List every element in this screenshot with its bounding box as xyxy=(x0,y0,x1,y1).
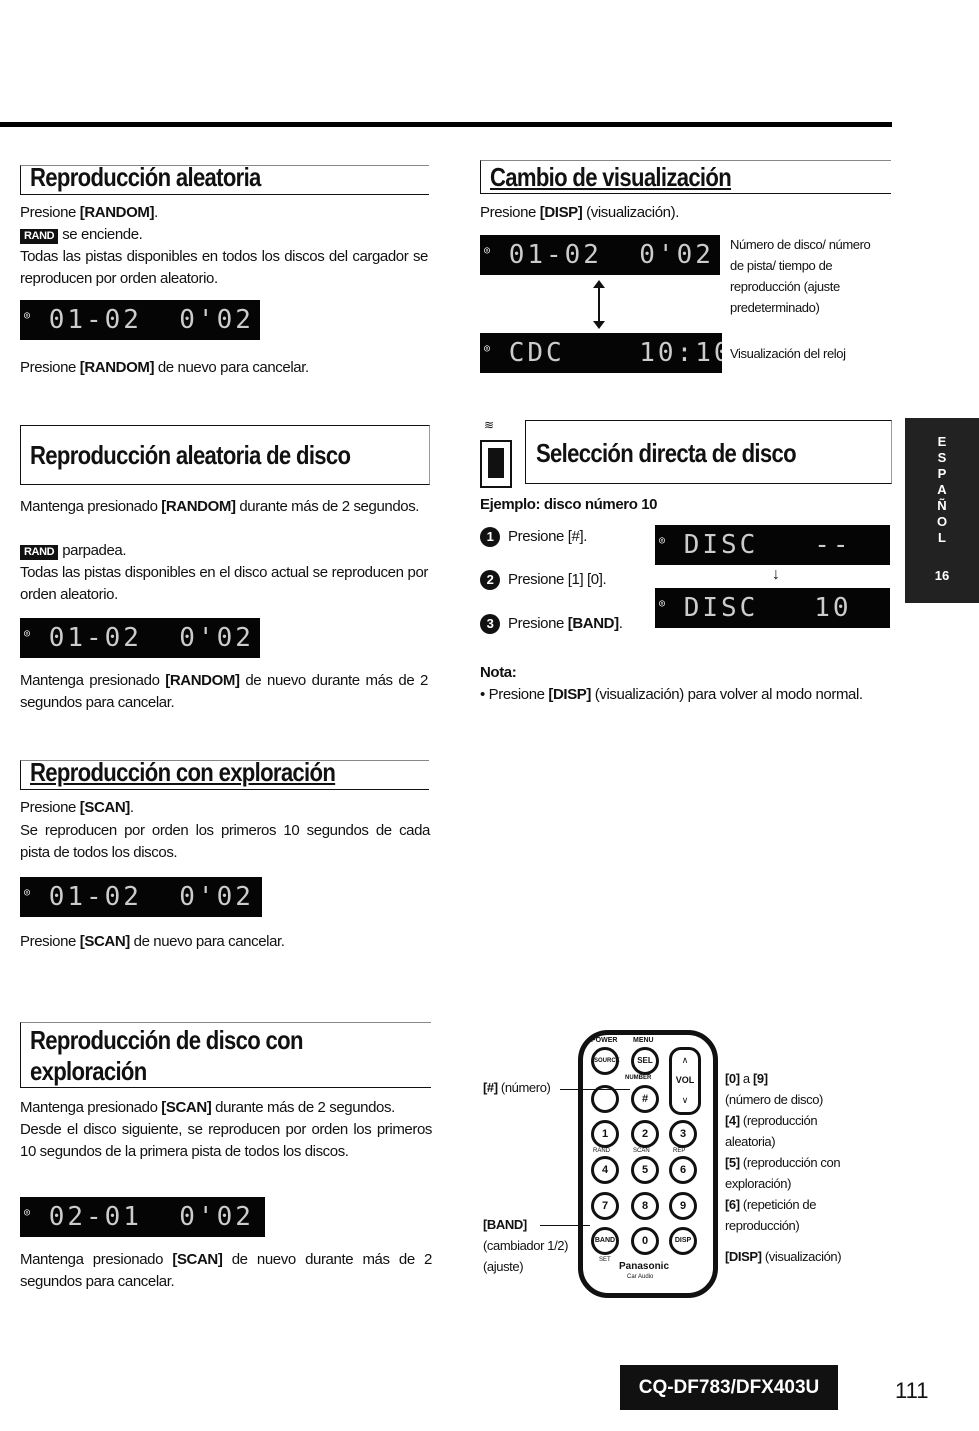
text: Mantenga presionado [RANDOM] de nuevo du… xyxy=(20,672,428,711)
number-label: NUMBER xyxy=(625,1075,652,1081)
digit-5-button[interactable]: 5 xyxy=(631,1156,659,1184)
section-frame xyxy=(20,425,430,485)
down-arrow-icon: ↓ xyxy=(772,566,780,583)
page-number: 111 xyxy=(895,1378,929,1403)
digit-9-button[interactable]: 9 xyxy=(669,1192,697,1220)
volume-rocker[interactable]: ∧ VOL ∨ xyxy=(669,1047,701,1115)
step-3: 3 Presione [BAND]. xyxy=(480,613,623,635)
lcd-display: ◎ DISC -- xyxy=(655,525,890,565)
band-callout-1: (cambiador 1/2) xyxy=(483,1238,569,1253)
callout-line xyxy=(560,1089,630,1090)
lcd-display: ◎ 01-02 0'02 xyxy=(20,877,262,917)
text: Presione [RANDOM] de nuevo para cancelar… xyxy=(20,359,309,376)
section-title-display: Cambio de visualización xyxy=(490,162,732,192)
lcd-display: ◎ 01-02 0'02 xyxy=(20,618,260,658)
lcd-display: ◎ DISC 10 xyxy=(655,588,890,628)
band-callout: [BAND] xyxy=(483,1217,527,1232)
text: Presione [RANDOM]. xyxy=(20,204,158,221)
note-title: Nota: xyxy=(480,664,517,681)
digit-0-button[interactable]: 0 xyxy=(631,1227,659,1255)
label-clock-display: Visualización del reloj xyxy=(730,346,846,361)
hash-callout: [#] (número) xyxy=(483,1080,551,1095)
digit-8-button[interactable]: 8 xyxy=(631,1192,659,1220)
source-button[interactable]: SOURCE xyxy=(591,1047,620,1075)
section-frame xyxy=(20,760,429,790)
rand-indicator: RAND xyxy=(20,229,59,244)
section-frame xyxy=(20,165,429,195)
power-label: POWER xyxy=(591,1037,618,1044)
text: Presione [DISP] (visualización). xyxy=(480,204,679,221)
remote-control: POWER MENU SOURCE SEL ∧ VOL ∨ NUMBER # 1 2… xyxy=(578,1030,718,1298)
brand-logo: Panasonic xyxy=(619,1261,670,1272)
set-label: SET xyxy=(599,1257,611,1263)
section-frame xyxy=(525,420,892,484)
digit-3-button[interactable]: 3 xyxy=(669,1120,697,1148)
digit-6-button[interactable]: 6 xyxy=(669,1156,697,1184)
section-title-random-disc: Reproducción aleatoria de disco xyxy=(30,440,351,470)
band-callout-2: (ajuste) xyxy=(483,1259,524,1274)
disp-callout: [DISP] (visualización) xyxy=(725,1249,842,1264)
note-text: • Presione [DISP] (visualización) para v… xyxy=(480,686,863,703)
brand-sub: Car Audio xyxy=(627,1274,654,1280)
text: Todas las pistas disponibles en el disco… xyxy=(20,564,428,603)
model-label: CQ-DF783/DFX403U xyxy=(620,1365,838,1410)
text: Se reproducen por orden los primeros 10 … xyxy=(20,822,430,861)
text: Mantenga presionado [SCAN] de nuevo dura… xyxy=(20,1251,432,1290)
band-button[interactable]: BAND xyxy=(591,1227,619,1255)
scan-label: SCAN xyxy=(633,1148,650,1154)
remote-icon xyxy=(480,440,512,488)
section-frame xyxy=(480,160,891,194)
section-title-direct: Selección directa de disco xyxy=(536,438,797,468)
text: Mantenga presionado [SCAN] durante más d… xyxy=(20,1099,395,1116)
section-title-random: Reproducción aleatoria xyxy=(30,162,261,192)
digit-1-button[interactable]: 1 xyxy=(591,1120,619,1148)
rand-label: RAND xyxy=(593,1148,611,1154)
lcd-display: ◎ 01-02 0'02 xyxy=(20,300,260,340)
section-title-scan: Reproducción con exploración xyxy=(30,757,336,787)
label-default-display: Número de disco/ número de pista/ tiempo… xyxy=(730,237,871,315)
digit-4-button[interactable]: 4 xyxy=(591,1156,619,1184)
rep-label: REP xyxy=(673,1148,686,1154)
section-frame xyxy=(20,1022,431,1088)
signal-icon: ≋ xyxy=(484,418,495,432)
lcd-display-default: ◎ 01-02 0'02 xyxy=(480,235,720,275)
text: Presione [SCAN]. xyxy=(20,799,134,816)
digit-callouts: [0] a [9] (número de disco) [4] (reprodu… xyxy=(725,1071,841,1233)
step-1: 1 Presione [#]. xyxy=(480,526,587,548)
digit-2-button[interactable]: 2 xyxy=(631,1120,659,1148)
text: Mantenga presionado [RANDOM] durante más… xyxy=(20,498,420,515)
lcd-display-clock: ◎ CDC 10:10 xyxy=(480,333,722,373)
section-title-disc-scan-2: exploración xyxy=(30,1056,147,1086)
step-2: 2 Presione [1] [0]. xyxy=(480,569,607,591)
digit-7-button[interactable]: 7 xyxy=(591,1192,619,1220)
sel-button[interactable]: SEL xyxy=(631,1047,659,1075)
text: Presione [SCAN] de nuevo para cancelar. xyxy=(20,933,285,950)
menu-label: MENU xyxy=(633,1037,654,1044)
hash-button[interactable]: # xyxy=(631,1085,659,1113)
text: RAND parpadea. xyxy=(20,540,127,562)
rand-indicator: RAND xyxy=(20,545,59,560)
text: Desde el disco siguiente, se reproducen … xyxy=(20,1121,432,1160)
example-label: Ejemplo: disco número 10 xyxy=(480,496,658,513)
top-rule xyxy=(0,122,892,127)
disp-button[interactable]: DISP xyxy=(669,1227,697,1255)
double-arrow-icon xyxy=(593,280,605,329)
text: Todas las pistas disponibles en todos lo… xyxy=(20,248,428,287)
text: RAND se enciende. xyxy=(20,224,143,246)
section-number: 16 xyxy=(934,568,950,583)
callout-line xyxy=(540,1225,590,1226)
section-title-disc-scan-1: Reproducción de disco con xyxy=(30,1025,303,1055)
lcd-display: ◎ 02-01 0'02 xyxy=(20,1197,265,1237)
